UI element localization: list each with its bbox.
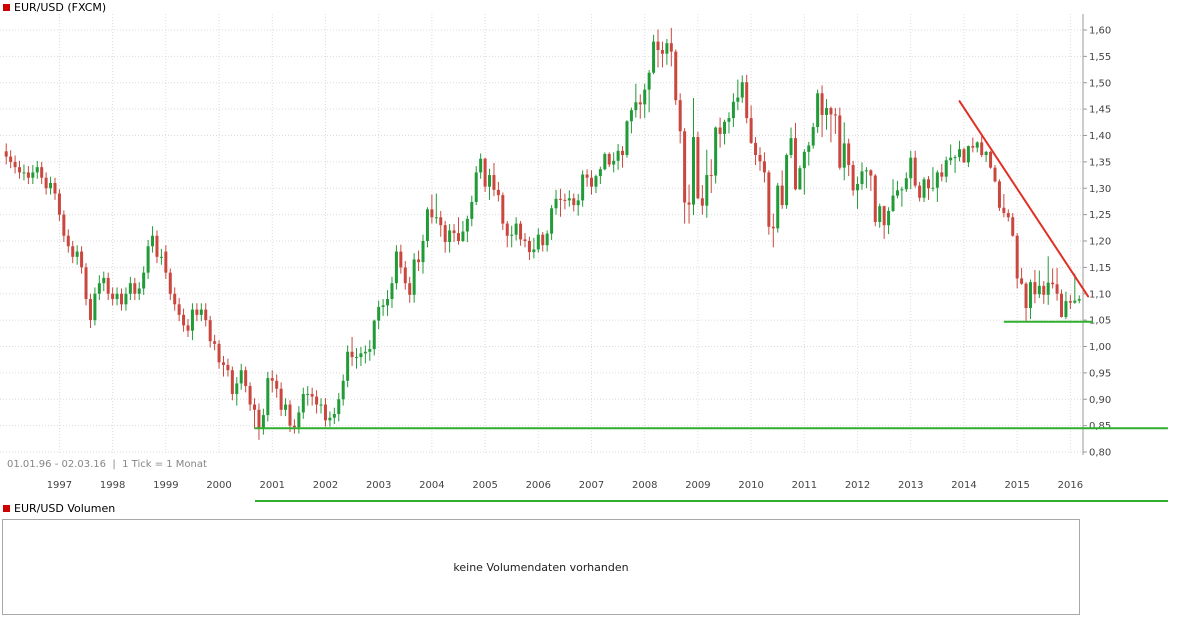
y-axis-label: 1,20: [1089, 237, 1111, 248]
y-axis-label: 0,80: [1089, 448, 1111, 459]
x-axis-label: 2007: [579, 480, 604, 491]
y-axis-label: 1,25: [1089, 210, 1111, 221]
chart-header: EUR/USD (FXCM): [3, 1, 106, 14]
x-axis-label: 2014: [951, 480, 976, 491]
x-axis-label: 2008: [632, 480, 657, 491]
x-axis-label: 2004: [419, 480, 444, 491]
y-axis-label: 1,15: [1089, 263, 1111, 274]
x-axis-label: 2009: [685, 480, 710, 491]
volume-empty-message: keine Volumendaten vorhanden: [453, 560, 629, 574]
y-axis-label: 1,35: [1089, 157, 1111, 168]
annotations: [254, 100, 1168, 430]
price-chart[interactable]: 1,60 1,55 1,50 1,45 1,40 1,35 1,30 1,25 1,20 1,15…: [0, 0, 1185, 495]
x-axis-label: 2013: [898, 480, 923, 491]
x-axis-label: 2006: [526, 480, 551, 491]
y-axis-label: 1,00: [1089, 342, 1111, 353]
x-axis-label: 2015: [1004, 480, 1029, 491]
downtrend-line-2014-2016[interactable]: [958, 100, 1090, 298]
lower-pane-support-line[interactable]: [254, 500, 1168, 502]
instrument-marker-icon: [3, 4, 10, 11]
y-axis-label: 0,85: [1089, 421, 1111, 432]
volume-header: EUR/USD Volumen: [3, 502, 115, 515]
x-axis-label: 2003: [366, 480, 391, 491]
x-axis-label: 2005: [472, 480, 497, 491]
x-axis-label: 1997: [47, 480, 72, 491]
y-axis-label: 0,95: [1089, 368, 1111, 379]
chart-title: EUR/USD (FXCM): [14, 1, 107, 14]
x-axis-label: 2016: [1058, 480, 1083, 491]
volume-title: EUR/USD Volumen: [14, 502, 116, 515]
volume-marker-icon: [3, 505, 10, 512]
y-axis-label: 1,50: [1089, 78, 1111, 89]
axes: 1,60 1,55 1,50 1,45 1,40 1,35 1,30 1,25 1,20 1,15…: [47, 14, 1111, 491]
x-axis-label: 2000: [206, 480, 231, 491]
y-axis-label: 1,45: [1089, 105, 1111, 116]
grid: [0, 14, 1083, 455]
volume-panel: keine Volumendaten vorhanden: [2, 519, 1080, 615]
candles: [4, 27, 1081, 440]
x-axis-label: 2002: [313, 480, 338, 491]
x-axis-label: 1998: [100, 480, 125, 491]
y-axis-label: 1,30: [1089, 184, 1111, 195]
chart-footer-info: 01.01.96 - 02.03.16 | 1 Tick = 1 Monat: [7, 459, 207, 470]
y-axis-label: 1,55: [1089, 52, 1111, 63]
x-axis-label: 2010: [738, 480, 763, 491]
x-axis-label: 2001: [260, 480, 285, 491]
y-axis-label: 1,60: [1089, 26, 1111, 37]
x-axis-label: 2012: [845, 480, 870, 491]
y-axis-label: 1,10: [1089, 289, 1111, 300]
y-axis-label: 1,40: [1089, 131, 1111, 142]
x-axis-label: 2011: [792, 480, 817, 491]
y-axis-label: 1,05: [1089, 316, 1111, 327]
y-axis-label: 0,90: [1089, 395, 1111, 406]
x-axis-label: 1999: [153, 480, 178, 491]
